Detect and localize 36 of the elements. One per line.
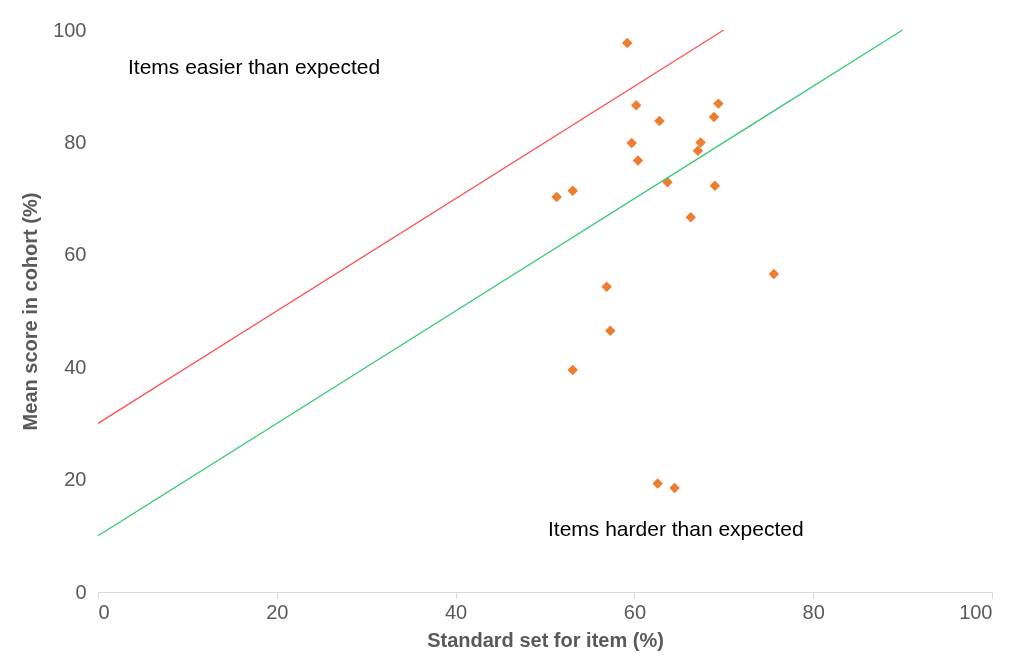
point (709, 180, 721, 191)
y-tick-label: 0 (75, 580, 87, 603)
x-tick-label: 80 (802, 600, 825, 623)
y-tick-label: 100 (53, 18, 87, 41)
point (567, 364, 578, 376)
point (626, 137, 637, 149)
point (713, 98, 724, 109)
point (652, 478, 663, 489)
point (768, 268, 780, 280)
y-tick-label: 60 (64, 243, 87, 266)
point (551, 191, 562, 203)
annotation: Items easier than expected (128, 55, 381, 78)
point (605, 325, 616, 336)
point (567, 185, 578, 196)
point (630, 100, 642, 111)
point (695, 137, 706, 148)
point (692, 145, 704, 157)
x-tick-label: 20 (266, 600, 289, 623)
annotation: Items harder than expected (548, 517, 804, 540)
y-tick-label: 80 (64, 130, 87, 153)
x-tick-label: 0 (98, 600, 110, 623)
y-tick-label: 40 (64, 355, 87, 378)
point (601, 281, 612, 293)
point (632, 155, 644, 166)
x-tick-label: 100 (959, 600, 993, 623)
point (669, 482, 680, 494)
y-tick-label: 20 (64, 468, 87, 491)
point (654, 115, 665, 127)
x-tick-label: 60 (623, 600, 647, 623)
x-axis-title: Standard set for item (%) (427, 628, 664, 651)
point (708, 111, 720, 123)
point (685, 211, 696, 223)
point (622, 37, 633, 49)
y-axis-title: Mean score in cohort (%) (19, 192, 42, 431)
x-tick-label: 40 (444, 600, 468, 623)
point (662, 177, 673, 188)
